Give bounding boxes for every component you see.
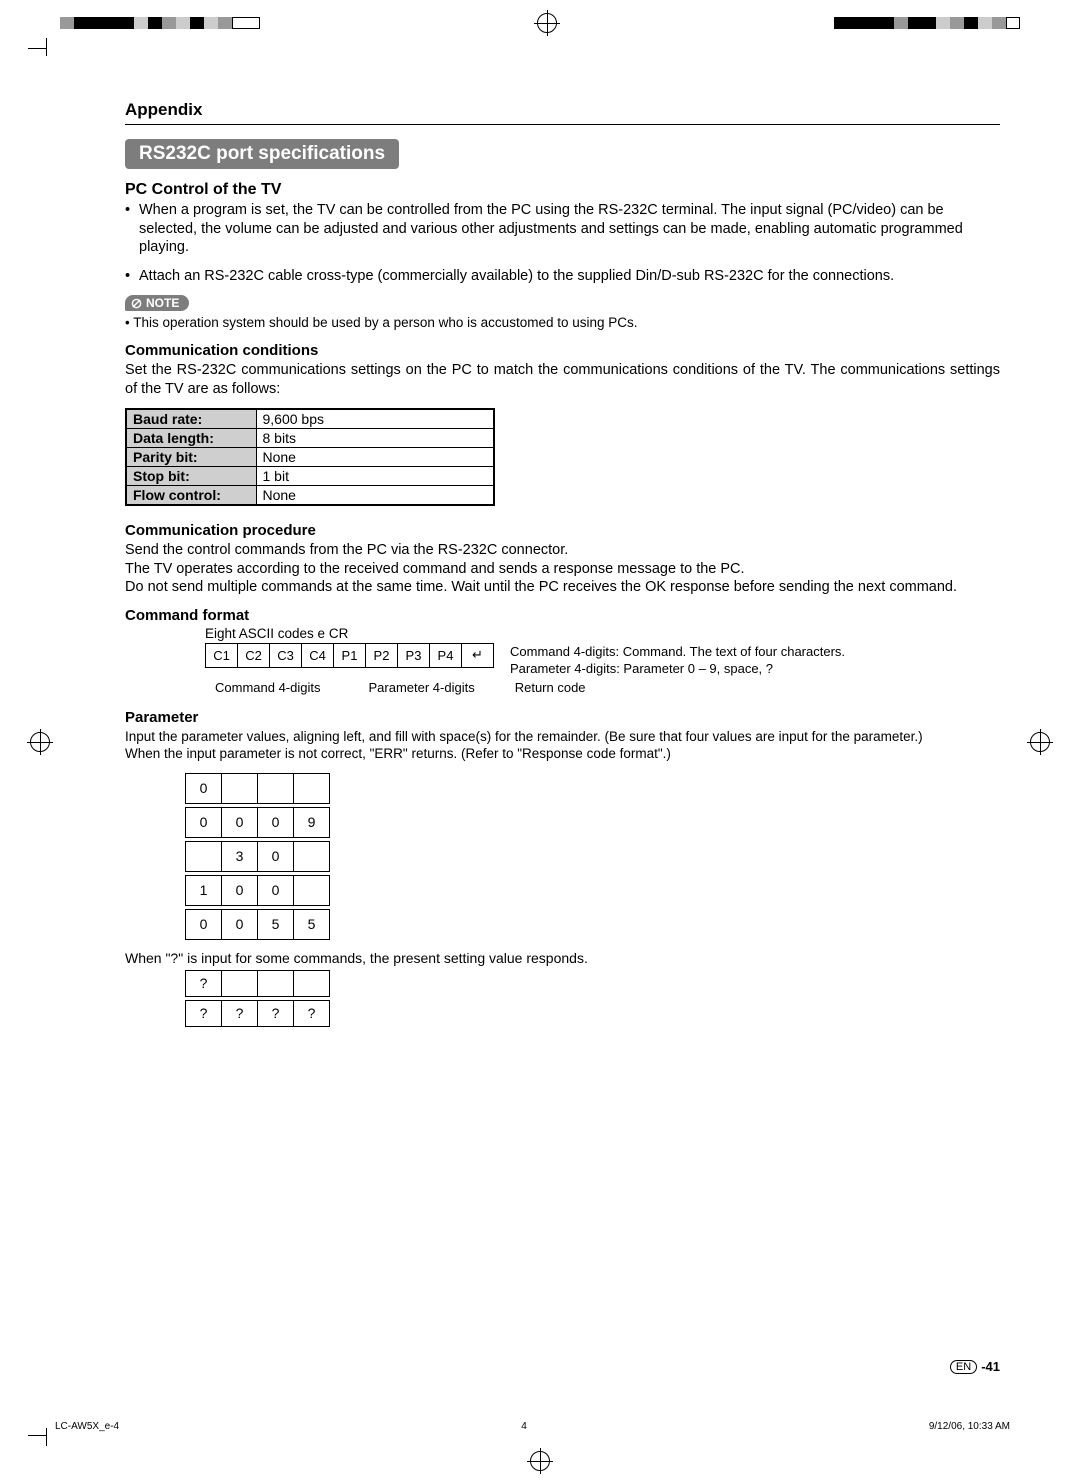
byte-cell: P2	[366, 643, 398, 667]
note-label: NOTE	[146, 296, 179, 310]
cell: Parity bit:	[126, 448, 256, 467]
cell: 0	[186, 807, 222, 837]
section-title: RS232C port specifications	[125, 139, 399, 169]
byte-cell: P4	[430, 643, 462, 667]
crop-mark	[18, 48, 58, 88]
cmd-desc-line: Parameter 4-digits: Parameter 0 – 9, spa…	[510, 660, 845, 678]
cell	[294, 970, 330, 996]
cmd-caption: Eight ASCII codes e CR	[205, 626, 1000, 641]
query-table: ? ????	[185, 970, 330, 1027]
appendix-heading: Appendix	[125, 100, 1000, 120]
cell: 0	[258, 875, 294, 905]
comm-proc-text: The TV operates according to the receive…	[125, 560, 1000, 579]
pc-control-heading: PC Control of the TV	[125, 181, 1000, 199]
comm-proc-text: Do not send multiple commands at the sam…	[125, 578, 1000, 597]
note-icon	[131, 298, 142, 309]
cell: Flow control:	[126, 486, 256, 506]
cell	[258, 773, 294, 803]
brace-label: Parameter 4-digits	[369, 680, 475, 695]
byte-cell: P3	[398, 643, 430, 667]
cell: 5	[294, 909, 330, 939]
cmd-desc-line: Command 4-digits: Command. The text of f…	[510, 643, 845, 661]
footer-left: LC-AW5X_e-4	[55, 1421, 119, 1432]
cell	[294, 841, 330, 871]
cmd-format-heading: Command format	[125, 607, 1000, 624]
comm-cond-heading: Communication conditions	[125, 342, 1000, 359]
param-text: Input the parameter values, aligning lef…	[125, 728, 1000, 745]
settings-table: Baud rate:9,600 bps Data length:8 bits P…	[125, 408, 495, 506]
param-heading: Parameter	[125, 709, 1000, 726]
footer-mid: 4	[521, 1421, 527, 1432]
cell: 5	[258, 909, 294, 939]
param-table: 0 0009 30 100 0055	[185, 773, 330, 940]
query-text: When "?" is input for some commands, the…	[125, 950, 1000, 966]
byte-cell: C1	[206, 643, 238, 667]
param-text: When the input parameter is not correct,…	[125, 745, 1000, 762]
brace-label: Return code	[515, 680, 586, 695]
cell: Data length:	[126, 429, 256, 448]
cell: ?	[258, 1000, 294, 1026]
cell: ?	[186, 1000, 222, 1026]
cmd-desc: Command 4-digits: Command. The text of f…	[510, 643, 845, 678]
cell: 3	[222, 841, 258, 871]
cell	[294, 773, 330, 803]
comm-proc-text: Send the control commands from the PC vi…	[125, 541, 1000, 560]
bullet-item: Attach an RS-232C cable cross-type (comm…	[125, 267, 1000, 286]
target-right	[1030, 732, 1050, 752]
cell: 0	[258, 841, 294, 871]
cell	[222, 970, 258, 996]
byte-table: C1 C2 C3 C4 P1 P2 P3 P4 ↵	[205, 643, 494, 668]
crop-mark	[18, 1396, 58, 1436]
return-cell: ↵	[462, 643, 494, 667]
byte-cell: P1	[334, 643, 366, 667]
byte-cell: C4	[302, 643, 334, 667]
byte-cell: C3	[270, 643, 302, 667]
feature-bullets: When a program is set, the TV can be con…	[125, 201, 1000, 285]
cell: None	[256, 448, 494, 467]
cell	[294, 875, 330, 905]
brace-labels: Command 4-digits Parameter 4-digits Retu…	[205, 680, 1000, 695]
cell: None	[256, 486, 494, 506]
cell: 1 bit	[256, 467, 494, 486]
page-num-text: -41	[981, 1359, 1000, 1374]
comm-cond-text: Set the RS-232C communications settings …	[125, 361, 1000, 398]
rule	[125, 124, 1000, 125]
brace-label: Command 4-digits	[215, 680, 321, 695]
print-reg-top	[0, 8, 1080, 38]
cell: 0	[186, 773, 222, 803]
note-text: • This operation system should be used b…	[125, 315, 1000, 330]
byte-cell: C2	[238, 643, 270, 667]
cell: 9,600 bps	[256, 409, 494, 429]
cell: 0	[222, 807, 258, 837]
cell: ?	[222, 1000, 258, 1026]
cell: 0	[222, 909, 258, 939]
cell: 0	[186, 909, 222, 939]
cell: Baud rate:	[126, 409, 256, 429]
cell: ?	[186, 970, 222, 996]
cell	[222, 773, 258, 803]
lang-badge: EN	[950, 1360, 977, 1374]
cell	[186, 841, 222, 871]
cell: Stop bit:	[126, 467, 256, 486]
cell: 9	[294, 807, 330, 837]
print-reg-bottom	[0, 1446, 1080, 1476]
cell: 1	[186, 875, 222, 905]
cell: 0	[222, 875, 258, 905]
footer-right: 9/12/06, 10:33 AM	[929, 1421, 1010, 1432]
cell: ?	[294, 1000, 330, 1026]
cell	[258, 970, 294, 996]
footer: LC-AW5X_e-4 4 9/12/06, 10:33 AM	[55, 1421, 1010, 1432]
target-left	[30, 732, 50, 752]
comm-proc-heading: Communication procedure	[125, 522, 1000, 539]
cell: 8 bits	[256, 429, 494, 448]
page-number: EN -41	[950, 1359, 1000, 1374]
note-pill: NOTE	[125, 295, 189, 311]
cell: 0	[258, 807, 294, 837]
bullet-item: When a program is set, the TV can be con…	[125, 201, 1000, 257]
page-content: Appendix RS232C port specifications PC C…	[125, 100, 1000, 1404]
